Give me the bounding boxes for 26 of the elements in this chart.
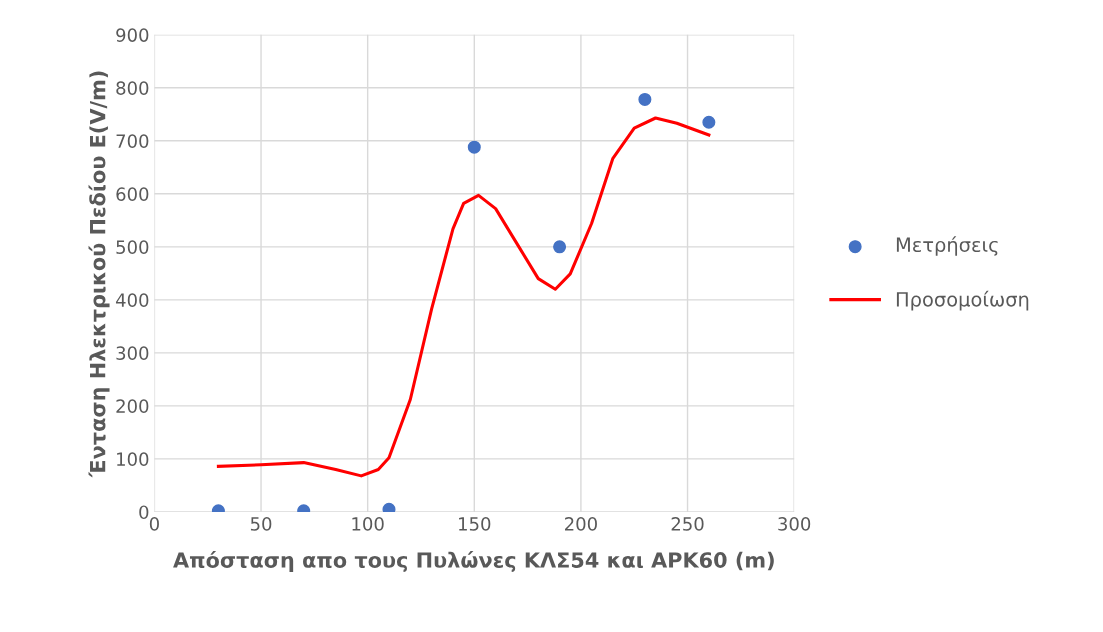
y-tick-label: 500 — [116, 240, 149, 254]
x-tick-label: 150 — [459, 517, 491, 531]
point — [553, 240, 567, 254]
x-tick-label: 200 — [565, 517, 597, 531]
y-tick-label: 600 — [116, 187, 149, 201]
point — [467, 140, 481, 154]
y-tick-label: 100 — [117, 452, 149, 467]
y-tick-label: 200 — [116, 399, 149, 413]
point — [638, 92, 652, 106]
y-tick-label: 0 — [139, 505, 149, 520]
x-tick-label: 250 — [671, 517, 704, 531]
y-tick-label: 800 — [116, 81, 149, 95]
y-tick-label: 900 — [116, 28, 149, 42]
legend-label: Προσομοίωση — [896, 290, 1029, 311]
y-tick-label: 400 — [115, 293, 149, 307]
point — [702, 115, 716, 129]
y-axis-title: Ένταση Ηλεκτρικού Πεδίου E(V/m) — [88, 71, 110, 478]
x-tick-label: 100 — [352, 517, 384, 531]
x-axis-title: Απόσταση απο τους Πυλώνες ΚΛΣ54 και ΑΡΚ60 (m) — [173, 550, 774, 572]
line-series — [216, 116, 711, 478]
x-tick-label: 0 — [149, 517, 159, 531]
x-tick-label: 300 — [778, 517, 811, 531]
legend-label: Μετρήσεις — [896, 236, 998, 256]
y-tick-label: 700 — [116, 134, 149, 148]
x-tick-label: 50 — [250, 517, 272, 531]
y-tick-label: 300 — [116, 346, 149, 360]
